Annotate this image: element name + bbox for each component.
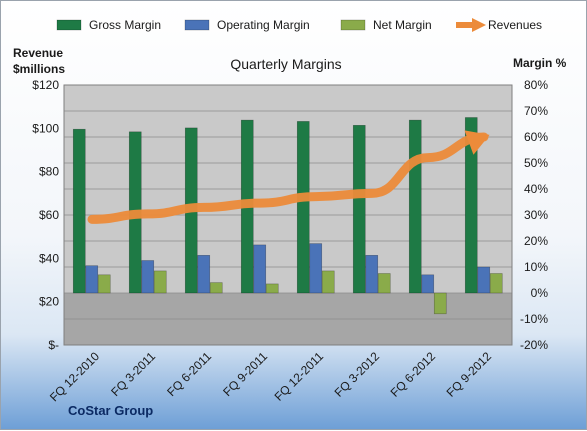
chart-title: Quarterly Margins (230, 56, 341, 72)
legend-swatch (56, 19, 82, 31)
bar-operating-margin (365, 255, 379, 294)
x-tick-label: FQ 12-2011 (272, 349, 327, 404)
right-tick-label: 40% (524, 182, 548, 196)
left-tick-label: $40 (39, 251, 59, 265)
left-tick-label: $20 (39, 295, 59, 309)
legend-label: Net Margin (373, 18, 432, 32)
right-tick-label: 80% (524, 78, 548, 92)
bar-operating-margin (477, 266, 491, 294)
bar-net-margin (209, 282, 223, 294)
x-tick-label: FQ 9-2011 (220, 349, 270, 399)
right-axis-title: Margin % (513, 56, 567, 70)
legend-label: Revenues (488, 18, 542, 32)
x-axis-ticks: FQ 12-2010 FQ 3-2011 FQ 6-2011 FQ 9-2011 FQ … (47, 349, 494, 404)
legend-arrow (472, 18, 486, 32)
x-tick-label: FQ 6-2012 (388, 349, 439, 400)
bar-operating-margin (309, 243, 323, 294)
revenue-line-path (87, 132, 489, 224)
legend: Gross Margin Operating Margin Net Margin Re… (56, 18, 542, 32)
left-axis-ticks: $- $20 $40 $60 $80 $100 $120 (32, 78, 59, 352)
bar-net-margin (489, 273, 503, 294)
right-tick-label: 30% (524, 208, 548, 222)
legend-swatch (340, 19, 366, 31)
right-tick-label: 50% (524, 156, 548, 170)
left-tick-label: $100 (32, 121, 59, 135)
x-tick-label: FQ 6-2011 (164, 349, 214, 399)
left-tick-label: $- (48, 338, 59, 352)
right-tick-label: 20% (524, 234, 548, 248)
bar-operating-margin (421, 274, 435, 294)
bar-gross-margin (296, 121, 310, 294)
left-tick-label: $120 (32, 78, 59, 92)
right-tick-label: 0% (531, 286, 549, 300)
legend-label: Gross Margin (89, 18, 161, 32)
right-tick-label: 10% (524, 260, 548, 274)
revenue-arrowhead (464, 130, 490, 155)
left-axis-title-line2: $millions (13, 62, 65, 76)
bar-net-margin (153, 270, 167, 294)
x-tick-label: FQ 12-2010 (47, 349, 102, 404)
bar-net-margin (265, 283, 279, 294)
bar-gross-margin (408, 119, 422, 294)
bar-net-margin (377, 273, 391, 294)
bar-gross-margin (72, 128, 86, 294)
right-tick-label: -10% (520, 312, 548, 326)
bar-gross-margin (464, 117, 478, 294)
bar-net-margin (97, 274, 111, 294)
footer-brand: CoStar Group (68, 403, 153, 418)
right-tick-label: 70% (524, 104, 548, 118)
x-tick-label: FQ 3-2011 (108, 349, 158, 399)
right-tick-label: -20% (520, 338, 548, 352)
x-tick-label: FQ 3-2012 (332, 349, 383, 400)
right-axis-ticks: -20% -10% 0% 10% 20% 30% 40% 50% 60% 70% 80% (520, 78, 548, 352)
bar-operating-margin (141, 260, 155, 294)
bar-gross-margin (352, 125, 366, 294)
x-tick-label: FQ 9-2012 (444, 349, 495, 400)
revenue-line (87, 130, 490, 224)
legend-swatch (184, 19, 210, 31)
right-tick-label: 60% (524, 130, 548, 144)
left-tick-label: $60 (39, 208, 59, 222)
plot-border (63, 84, 513, 346)
left-tick-label: $80 (39, 165, 59, 179)
left-axis-title-line1: Revenue (13, 46, 63, 60)
bar-net-margin (433, 292, 447, 315)
bar-net-margin (321, 270, 335, 294)
bar-operating-margin (85, 265, 99, 294)
bar-operating-margin (197, 255, 211, 294)
legend-label: Operating Margin (217, 18, 310, 32)
bar-operating-margin (253, 244, 267, 294)
